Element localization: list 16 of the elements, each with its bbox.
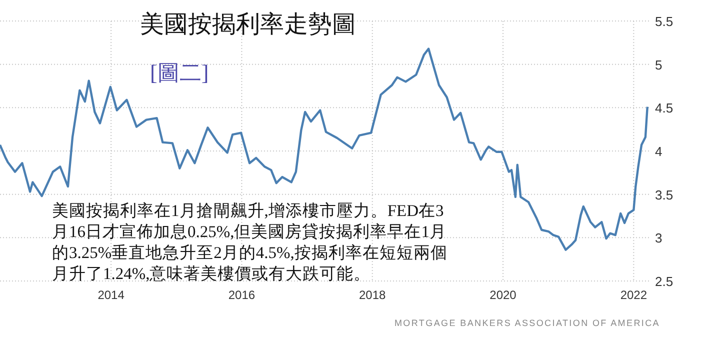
x-tick-label: 2020 (490, 288, 517, 302)
text: [圖二] (150, 59, 209, 87)
y-tick-label: 4 (655, 144, 662, 159)
x-tick-label: 2016 (228, 288, 256, 302)
y-tick-label: 3.5 (655, 187, 674, 202)
y-tick-label: 5 (655, 57, 662, 72)
text: MORTGAGE BANKERS ASSOCIATION OF AMERICA (394, 318, 660, 328)
x-tick-label: 2014 (98, 288, 125, 302)
y-tick-label: 2.5 (655, 274, 674, 289)
annotation: 美國按揭利率在1月搶閘飆升,增添樓市壓力。FED在3月16日才宣佈加息0.25%,但美國房貸按揭利率早在1月的3.25%垂直地急升至2月的4.5%,按揭利率在短短兩個月升了1.24%,意味著美樓價或有大跌可能。 (52, 200, 448, 284)
x-tick-label: 2018 (359, 288, 386, 302)
y-tick-label: 3 (655, 230, 662, 246)
x-tick-label: 2022 (620, 288, 648, 302)
chart-title: 美國按揭利率走勢圖 (140, 10, 356, 40)
y-tick-label: 5.5 (655, 14, 674, 29)
y-tick-label: 4.5 (655, 100, 674, 116)
